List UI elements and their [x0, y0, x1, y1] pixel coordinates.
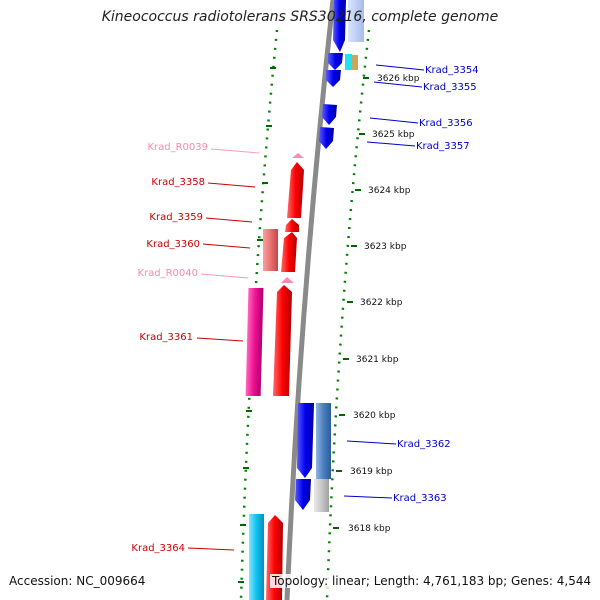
- gene-krad-3358-arrow[interactable]: [287, 162, 304, 218]
- tick-label: 3623 kbp: [364, 242, 407, 252]
- gene-light-block[interactable]: [348, 0, 364, 42]
- tick-label: 3622 kbp: [360, 298, 403, 308]
- gene-krad-3359-arrow[interactable]: [285, 219, 299, 232]
- genome-backbone: [284, 0, 336, 600]
- gene-label-krad-3359[interactable]: Krad_3359: [149, 212, 203, 223]
- gene-krad-3355-arrow[interactable]: [326, 70, 341, 87]
- gene-krad-3356-arrow[interactable]: [322, 104, 337, 125]
- tick-label: 3624 kbp: [368, 186, 411, 196]
- tick-label: 3625 kbp: [372, 130, 415, 140]
- gene-krad-3354-arrow[interactable]: [333, 0, 346, 52]
- tick-label: 3620 kbp: [353, 411, 396, 421]
- gene-krad-3361-arrow[interactable]: [273, 285, 292, 396]
- gene-label-krad-3361[interactable]: Krad_3361: [139, 332, 193, 343]
- leader-line: [343, 495, 393, 499]
- gene-krad-3362-steel[interactable]: [316, 403, 331, 479]
- gene-krad-3360-salmon[interactable]: [263, 229, 278, 271]
- topology-text: Topology: linear; Length: 4,761,183 bp; …: [270, 574, 592, 588]
- leader-line: [187, 547, 235, 551]
- leader-line: [369, 117, 419, 124]
- gene-cyan-block[interactable]: [345, 54, 352, 70]
- right-ring-dashes: [333, 77, 369, 529]
- gene-krad-3361-pink[interactable]: [245, 288, 264, 396]
- rna-krad-r0040[interactable]: [281, 277, 294, 283]
- leader-line: [373, 81, 423, 88]
- gene-label-krad-r0040[interactable]: Krad_R0040: [137, 268, 198, 279]
- gene-krad-3363-arrow[interactable]: [295, 479, 311, 510]
- gene-label-krad-3355[interactable]: Krad_3355: [423, 82, 477, 93]
- gene-krad-3362-arrow[interactable]: [297, 403, 314, 478]
- gene-label-krad-3357[interactable]: Krad_3357: [416, 141, 470, 152]
- tick-label: 3619 kbp: [350, 467, 393, 477]
- leader-line: [200, 273, 249, 279]
- gene-label-krad-3364[interactable]: Krad_3364: [131, 543, 185, 554]
- gene-label-krad-3356[interactable]: Krad_3356: [419, 118, 473, 129]
- gene-label-krad-3358[interactable]: Krad_3358: [151, 177, 205, 188]
- gene-krad-3360-arrow[interactable]: [281, 232, 297, 272]
- gene-tan-block[interactable]: [352, 55, 358, 70]
- gene-label-krad-3362[interactable]: Krad_3362: [397, 439, 451, 450]
- gene-label-krad-3363[interactable]: Krad_3363: [393, 493, 447, 504]
- leader-line: [196, 337, 244, 342]
- rna-krad-r0039[interactable]: [292, 153, 304, 158]
- gene-krad-3364-cyan[interactable]: [249, 514, 264, 600]
- leader-line: [346, 440, 397, 445]
- gene-label-krad-3360[interactable]: Krad_3360: [146, 239, 200, 250]
- leader-line: [375, 64, 425, 71]
- tick-label: 3626 kbp: [377, 74, 420, 84]
- leader-line: [366, 141, 416, 147]
- leader-line: [205, 217, 253, 223]
- tick-label: 3618 kbp: [348, 524, 391, 534]
- gene-label-krad-r0039[interactable]: Krad_R0039: [147, 142, 208, 153]
- gene-label-krad-3354[interactable]: Krad_3354: [425, 65, 479, 76]
- gene-krad-3357-arrow[interactable]: [319, 127, 334, 149]
- footer: Accession: NC_009664 Topology: linear; L…: [0, 568, 600, 600]
- tick-label: 3621 kbp: [356, 355, 399, 365]
- leader-line: [210, 148, 260, 154]
- accession-text: Accession: NC_009664: [9, 574, 146, 588]
- leader-line: [207, 182, 256, 188]
- gene-krad-3363-gray[interactable]: [314, 479, 329, 512]
- page-title: Kineococcus radiotolerans SRS30216, comp…: [101, 9, 499, 25]
- leader-line: [202, 243, 251, 249]
- gene-small-blue[interactable]: [328, 53, 343, 70]
